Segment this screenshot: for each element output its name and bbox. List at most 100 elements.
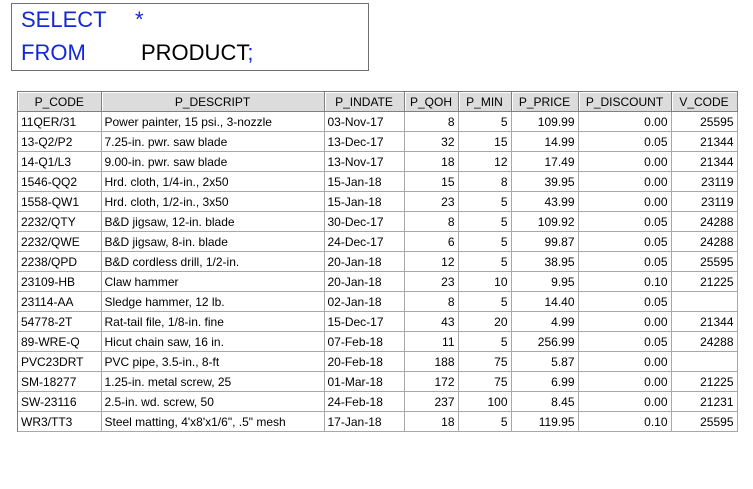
table-row[interactable]: 11QER/31 Power painter, 15 psi., 3-nozzle… (18, 111, 738, 132)
cell-v-code[interactable]: 24288 (671, 231, 738, 252)
table-row[interactable]: SM-18277 1.25-in. metal screw, 25 01-Mar-1… (18, 371, 738, 392)
cell-p-qoh[interactable]: 23 (404, 191, 459, 212)
cell-p-min[interactable]: 5 (458, 291, 512, 312)
cell-p-min[interactable]: 5 (458, 231, 512, 252)
column-header-p-indate[interactable]: P_INDATE (324, 92, 405, 112)
column-header-v-code[interactable]: V_CODE (671, 92, 738, 112)
cell-p-code[interactable]: 14-Q1/L3 (18, 151, 102, 172)
cell-p-code[interactable]: 89-WRE-Q (18, 331, 102, 352)
column-header-p-qoh[interactable]: P_QOH (404, 92, 459, 112)
cell-p-indate[interactable]: 20-Feb-18 (324, 351, 405, 372)
cell-p-qoh[interactable]: 11 (404, 331, 459, 352)
cell-p-qoh[interactable]: 18 (404, 151, 459, 172)
cell-p-descript[interactable]: 7.25-in. pwr. saw blade (101, 131, 325, 152)
cell-p-min[interactable]: 75 (458, 371, 512, 392)
table-row[interactable]: 54778-2T Rat-tail file, 1/8-in. fine 15-De… (18, 311, 738, 332)
table-row[interactable]: 23109-HB Claw hammer 20-Jan-18 23 10 9.95 0.10… (18, 271, 738, 292)
cell-p-descript[interactable]: Steel matting, 4'x8'x1/6", .5" mesh (101, 411, 325, 432)
cell-v-code[interactable]: 25595 (671, 251, 738, 272)
cell-p-qoh[interactable]: 18 (404, 411, 459, 432)
cell-p-code[interactable]: PVC23DRT (18, 351, 102, 372)
cell-p-price[interactable]: 99.87 (511, 231, 579, 252)
cell-p-price[interactable]: 109.92 (511, 211, 579, 232)
cell-p-indate[interactable]: 20-Jan-18 (324, 271, 405, 292)
cell-p-qoh[interactable]: 8 (404, 211, 459, 232)
table-row[interactable]: 1558-QW1 Hrd. cloth, 1/2-in., 3x50 15-Jan-… (18, 191, 738, 212)
cell-p-price[interactable]: 256.99 (511, 331, 579, 352)
cell-p-qoh[interactable]: 12 (404, 251, 459, 272)
cell-p-price[interactable]: 39.95 (511, 171, 579, 192)
cell-p-qoh[interactable]: 6 (404, 231, 459, 252)
cell-p-discount[interactable]: 0.10 (578, 411, 672, 432)
cell-p-discount[interactable]: 0.00 (578, 151, 672, 172)
cell-p-discount[interactable]: 0.00 (578, 391, 672, 412)
table-row[interactable]: 2232/QTY B&D jigsaw, 12-in. blade 30-Dec-1… (18, 211, 738, 232)
cell-v-code[interactable]: 25595 (671, 111, 738, 132)
cell-p-code[interactable]: 23109-HB (18, 271, 102, 292)
cell-p-indate[interactable]: 20-Jan-18 (324, 251, 405, 272)
cell-p-qoh[interactable]: 8 (404, 111, 459, 132)
cell-p-code[interactable]: 54778-2T (18, 311, 102, 332)
cell-p-price[interactable]: 17.49 (511, 151, 579, 172)
cell-p-code[interactable]: WR3/TT3 (18, 411, 102, 432)
cell-p-price[interactable]: 14.99 (511, 131, 579, 152)
cell-p-min[interactable]: 5 (458, 111, 512, 132)
cell-p-price[interactable]: 9.95 (511, 271, 579, 292)
cell-p-discount[interactable]: 0.05 (578, 231, 672, 252)
column-header-p-descript[interactable]: P_DESCRIPT (101, 92, 325, 112)
cell-p-discount[interactable]: 0.05 (578, 331, 672, 352)
cell-p-min[interactable]: 5 (458, 251, 512, 272)
cell-p-min[interactable]: 8 (458, 171, 512, 192)
cell-p-indate[interactable]: 24-Dec-17 (324, 231, 405, 252)
cell-v-code[interactable] (671, 351, 738, 372)
cell-v-code[interactable]: 24288 (671, 211, 738, 232)
cell-p-discount[interactable]: 0.00 (578, 351, 672, 372)
cell-p-min[interactable]: 5 (458, 191, 512, 212)
table-row[interactable]: 89-WRE-Q Hicut chain saw, 16 in. 07-Feb-18… (18, 331, 738, 352)
cell-p-min[interactable]: 75 (458, 351, 512, 372)
cell-p-code[interactable]: 11QER/31 (18, 111, 102, 132)
cell-p-discount[interactable]: 0.05 (578, 211, 672, 232)
cell-p-discount[interactable]: 0.00 (578, 171, 672, 192)
cell-v-code[interactable]: 25595 (671, 411, 738, 432)
cell-p-code[interactable]: 1558-QW1 (18, 191, 102, 212)
cell-p-descript[interactable]: Hrd. cloth, 1/2-in., 3x50 (101, 191, 325, 212)
cell-p-qoh[interactable]: 15 (404, 171, 459, 192)
cell-p-indate[interactable]: 24-Feb-18 (324, 391, 405, 412)
cell-v-code[interactable]: 23119 (671, 171, 738, 192)
cell-p-code[interactable]: 23114-AA (18, 291, 102, 312)
cell-v-code[interactable]: 24288 (671, 331, 738, 352)
cell-p-code[interactable]: SM-18277 (18, 371, 102, 392)
cell-p-descript[interactable]: Hicut chain saw, 16 in. (101, 331, 325, 352)
cell-p-indate[interactable]: 07-Feb-18 (324, 331, 405, 352)
cell-p-price[interactable]: 109.99 (511, 111, 579, 132)
table-row[interactable]: 23114-AA Sledge hammer, 12 lb. 02-Jan-18 8 5… (18, 291, 738, 312)
cell-p-min[interactable]: 15 (458, 131, 512, 152)
cell-p-descript[interactable]: 2.5-in. wd. screw, 50 (101, 391, 325, 412)
table-row[interactable]: 14-Q1/L3 9.00-in. pwr. saw blade 13-Nov-17… (18, 151, 738, 172)
cell-p-indate[interactable]: 15-Dec-17 (324, 311, 405, 332)
cell-p-indate[interactable]: 17-Jan-18 (324, 411, 405, 432)
cell-p-price[interactable]: 43.99 (511, 191, 579, 212)
cell-p-min[interactable]: 5 (458, 331, 512, 352)
cell-p-code[interactable]: 2232/QWE (18, 231, 102, 252)
cell-p-price[interactable]: 8.45 (511, 391, 579, 412)
cell-p-indate[interactable]: 13-Nov-17 (324, 151, 405, 172)
column-header-p-code[interactable]: P_CODE (18, 92, 102, 112)
column-header-p-min[interactable]: P_MIN (458, 92, 512, 112)
cell-p-descript[interactable]: B&D cordless drill, 1/2-in. (101, 251, 325, 272)
cell-p-code[interactable]: SW-23116 (18, 391, 102, 412)
cell-v-code[interactable]: 23119 (671, 191, 738, 212)
cell-p-price[interactable]: 4.99 (511, 311, 579, 332)
table-row[interactable]: 2238/QPD B&D cordless drill, 1/2-in. 20-Ja… (18, 251, 738, 272)
cell-p-code[interactable]: 2232/QTY (18, 211, 102, 232)
table-row[interactable]: 1546-QQ2 Hrd. cloth, 1/4-in., 2x50 15-Jan-… (18, 171, 738, 192)
cell-p-descript[interactable]: PVC pipe, 3.5-in., 8-ft (101, 351, 325, 372)
cell-p-indate[interactable]: 01-Mar-18 (324, 371, 405, 392)
cell-p-discount[interactable]: 0.00 (578, 371, 672, 392)
cell-p-discount[interactable]: 0.05 (578, 131, 672, 152)
cell-p-discount[interactable]: 0.05 (578, 251, 672, 272)
table-row[interactable]: SW-23116 2.5-in. wd. screw, 50 24-Feb-18 23… (18, 391, 738, 412)
cell-v-code[interactable]: 21225 (671, 271, 738, 292)
cell-p-indate[interactable]: 30-Dec-17 (324, 211, 405, 232)
